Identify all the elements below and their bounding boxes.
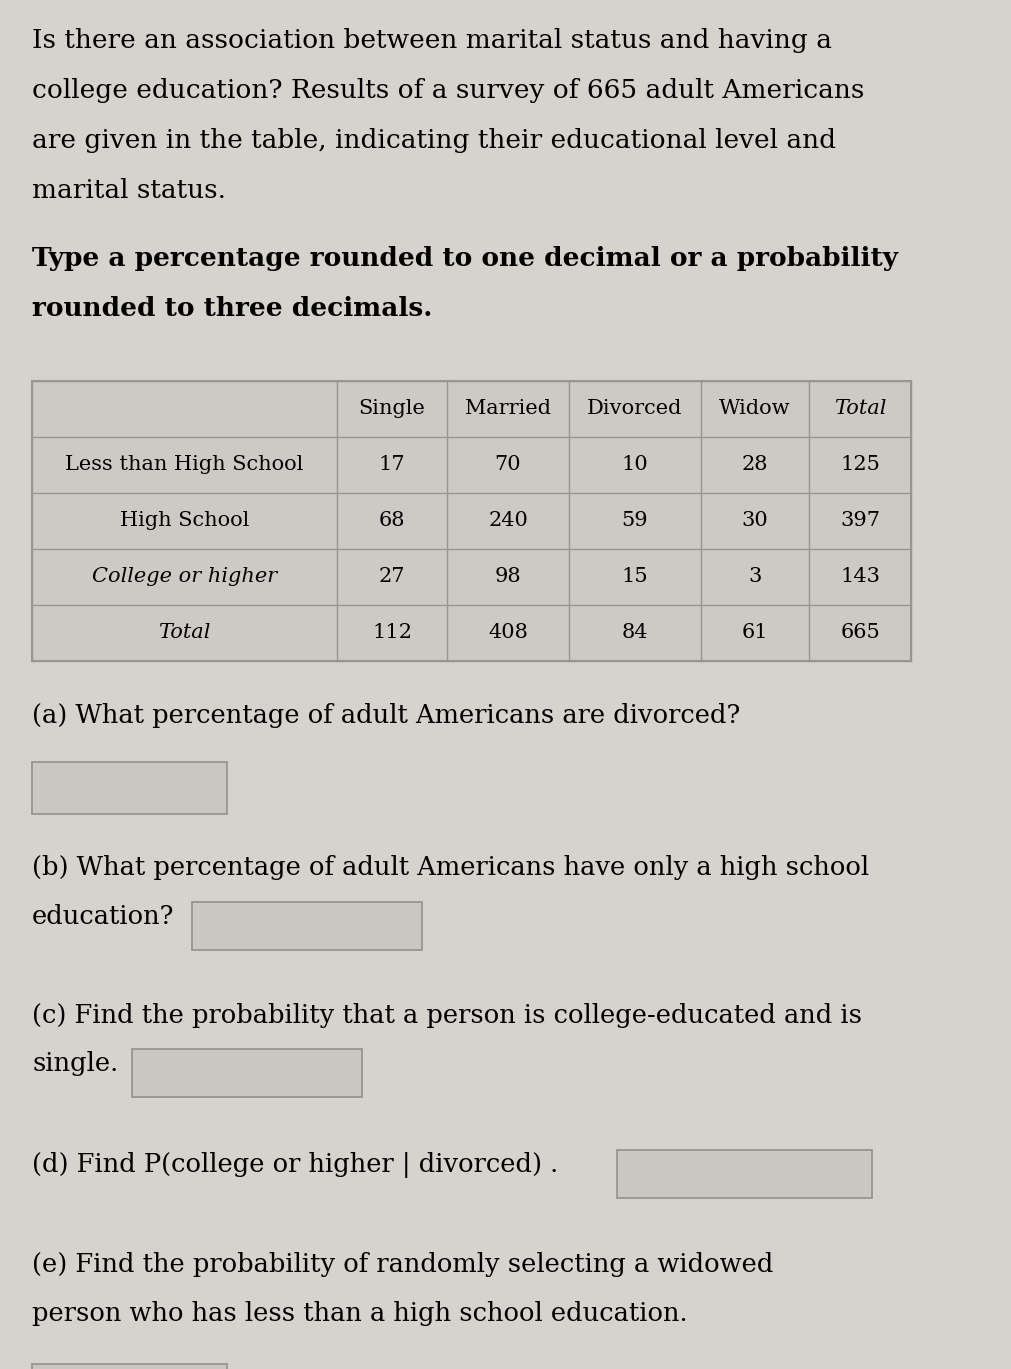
Text: 61: 61	[742, 623, 768, 642]
Text: Married: Married	[465, 400, 551, 419]
Text: 17: 17	[379, 456, 405, 475]
Text: 27: 27	[379, 568, 405, 586]
Text: 28: 28	[742, 456, 768, 475]
Text: 84: 84	[622, 623, 648, 642]
Text: 240: 240	[488, 512, 528, 531]
FancyBboxPatch shape	[32, 1364, 227, 1369]
Text: 30: 30	[742, 512, 768, 531]
Text: Total: Total	[159, 623, 210, 642]
Text: 408: 408	[488, 623, 528, 642]
FancyBboxPatch shape	[132, 1049, 362, 1097]
Text: Divorced: Divorced	[587, 400, 682, 419]
Text: (b) What percentage of adult Americans have only a high school: (b) What percentage of adult Americans h…	[32, 856, 869, 880]
Text: Type a percentage rounded to one decimal or a probability: Type a percentage rounded to one decimal…	[32, 246, 898, 271]
Text: Single: Single	[359, 400, 426, 419]
FancyBboxPatch shape	[192, 902, 422, 950]
Text: College or higher: College or higher	[92, 568, 277, 586]
Text: education?: education?	[32, 904, 175, 930]
Text: college education? Results of a survey of 665 adult Americans: college education? Results of a survey o…	[32, 78, 864, 103]
Text: Less than High School: Less than High School	[66, 456, 303, 475]
Text: (d) Find P(college or higher | divorced) .: (d) Find P(college or higher | divorced)…	[32, 1151, 558, 1177]
Text: 70: 70	[494, 456, 522, 475]
FancyBboxPatch shape	[32, 761, 227, 813]
Text: (e) Find the probability of randomly selecting a widowed: (e) Find the probability of randomly sel…	[32, 1253, 773, 1277]
Text: 10: 10	[622, 456, 648, 475]
Text: 125: 125	[840, 456, 880, 475]
Text: rounded to three decimals.: rounded to three decimals.	[32, 296, 433, 320]
Text: Is there an association between marital status and having a: Is there an association between marital …	[32, 27, 832, 53]
Text: marital status.: marital status.	[32, 178, 226, 203]
Text: Total: Total	[834, 400, 887, 419]
Text: 59: 59	[622, 512, 648, 531]
Text: High School: High School	[120, 512, 249, 531]
FancyBboxPatch shape	[32, 381, 911, 661]
Text: (a) What percentage of adult Americans are divorced?: (a) What percentage of adult Americans a…	[32, 704, 740, 728]
Text: person who has less than a high school education.: person who has less than a high school e…	[32, 1301, 687, 1325]
Text: (c) Find the probability that a person is college-educated and is: (c) Find the probability that a person i…	[32, 1002, 862, 1028]
Text: Widow: Widow	[719, 400, 791, 419]
Text: 98: 98	[494, 568, 522, 586]
Text: single.: single.	[32, 1051, 118, 1076]
Text: 112: 112	[372, 623, 412, 642]
Text: 68: 68	[379, 512, 405, 531]
Text: 665: 665	[840, 623, 880, 642]
Text: 397: 397	[840, 512, 880, 531]
Text: 143: 143	[840, 568, 880, 586]
FancyBboxPatch shape	[617, 1150, 872, 1198]
Text: 15: 15	[622, 568, 648, 586]
Text: are given in the table, indicating their educational level and: are given in the table, indicating their…	[32, 127, 836, 153]
Text: 3: 3	[748, 568, 761, 586]
